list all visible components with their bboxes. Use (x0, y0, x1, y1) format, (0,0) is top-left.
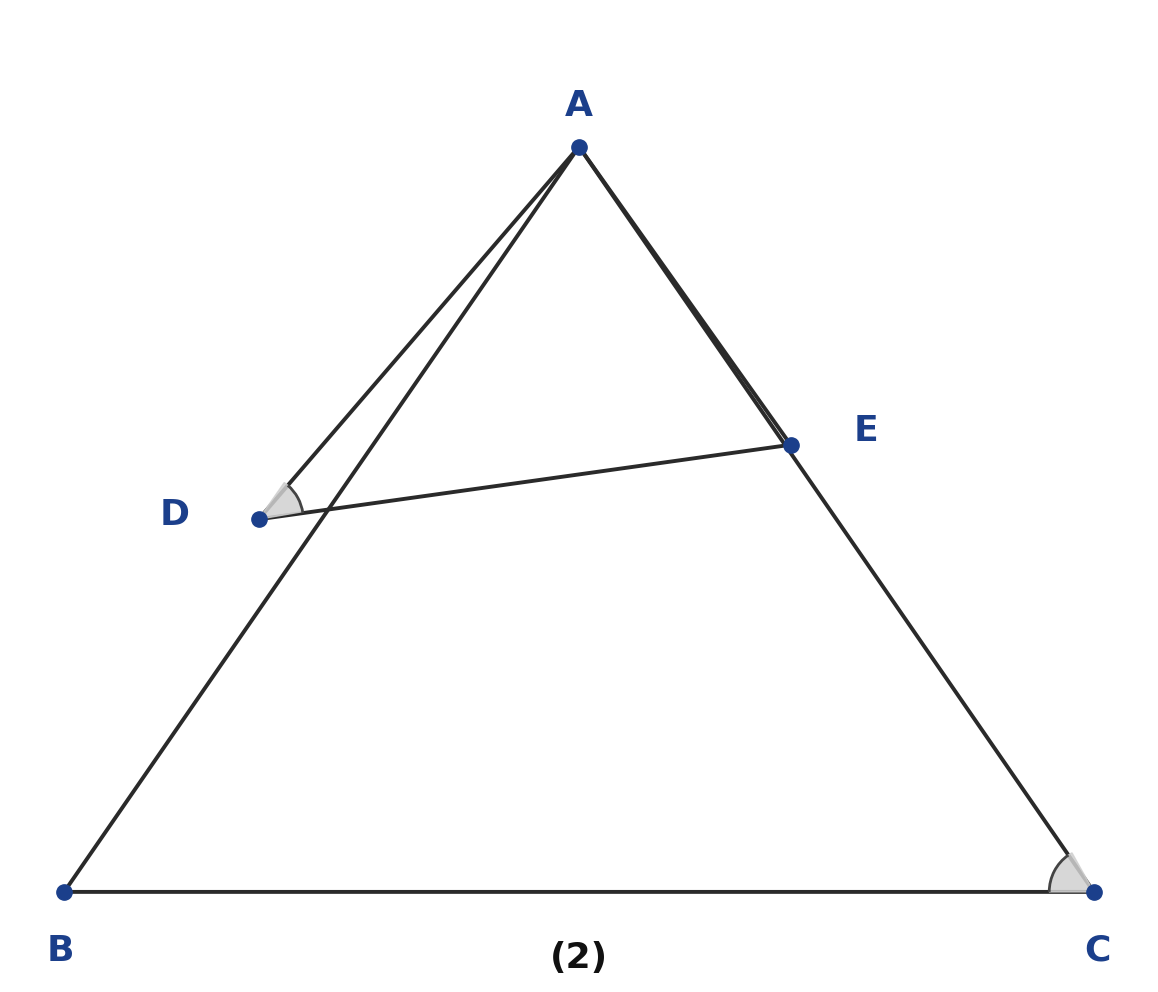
Text: E: E (853, 414, 878, 447)
Text: C: C (1085, 933, 1111, 968)
Text: A: A (565, 89, 593, 123)
Polygon shape (1049, 853, 1094, 892)
Polygon shape (258, 482, 302, 519)
Text: B: B (47, 933, 74, 968)
Text: (2): (2) (550, 941, 608, 975)
Text: D: D (160, 498, 190, 532)
